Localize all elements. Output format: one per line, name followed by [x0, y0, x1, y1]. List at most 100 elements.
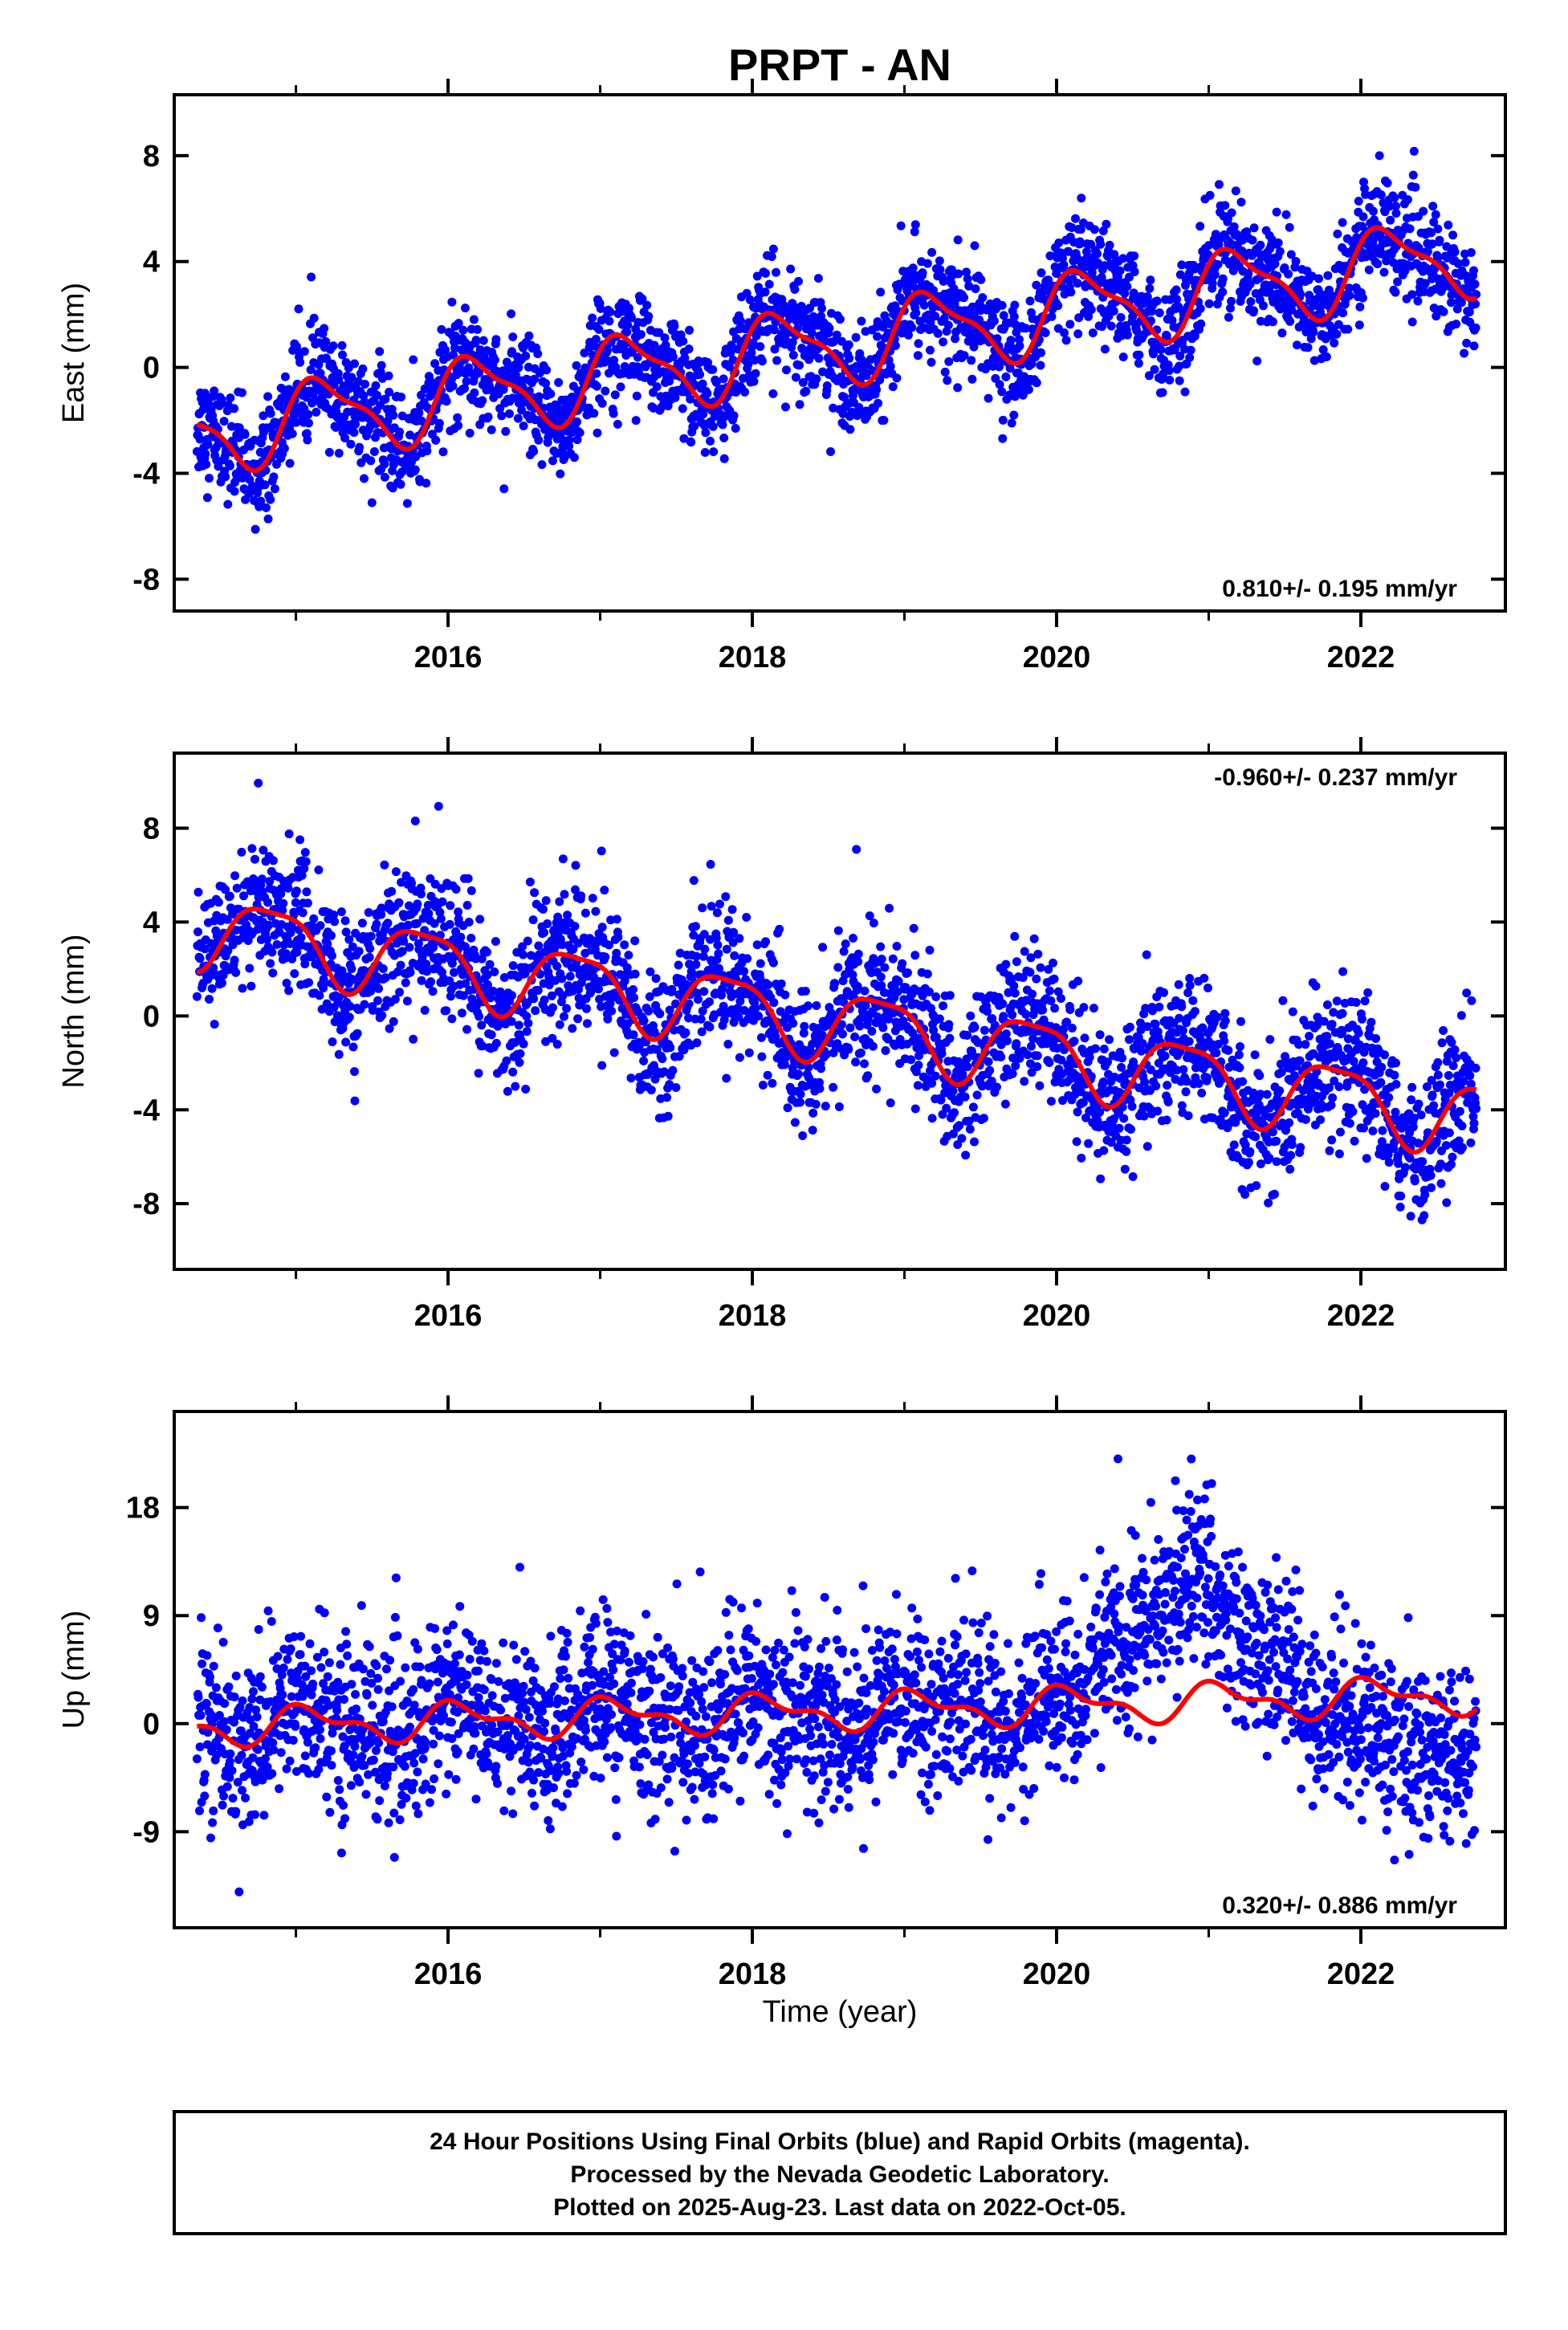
- east-panel-point: [499, 484, 509, 494]
- north-panel-point: [630, 936, 640, 946]
- east-panel-point: [1369, 206, 1378, 216]
- east-panel-point: [1268, 317, 1277, 327]
- east-panel-xtick-label: 2020: [1023, 641, 1091, 674]
- north-panel-point: [944, 1020, 954, 1029]
- east-panel-point: [1470, 279, 1480, 289]
- north-panel-point: [663, 1111, 673, 1121]
- east-panel-point: [247, 481, 257, 491]
- east-panel-point: [1248, 235, 1257, 245]
- east-panel-point: [219, 417, 229, 426]
- east-panel-point: [1037, 268, 1046, 278]
- east-panel-point: [1009, 410, 1019, 420]
- east-panel-point: [1236, 198, 1246, 207]
- east-panel-point: [409, 355, 418, 365]
- east-panel-point: [1122, 282, 1132, 291]
- east-panel-point: [422, 479, 431, 488]
- east-panel-point: [299, 347, 309, 356]
- north-panel-point: [630, 969, 640, 979]
- north-panel-point: [576, 891, 586, 901]
- east-panel-point: [685, 325, 694, 335]
- north-panel-point: [1159, 988, 1168, 997]
- east-panel-point: [511, 370, 520, 380]
- east-panel-point: [1343, 324, 1353, 334]
- north-panel-point: [600, 886, 609, 895]
- north-panel-point: [1001, 959, 1011, 969]
- north-panel-point: [844, 1045, 853, 1054]
- north-panel-point: [961, 1151, 971, 1160]
- east-panel-point: [458, 325, 468, 335]
- north-panel-point: [1153, 1106, 1163, 1116]
- east-panel-point: [1338, 218, 1347, 227]
- east-panel-point: [963, 274, 972, 283]
- north-panel-point: [508, 1067, 518, 1077]
- east-panel-point: [910, 227, 919, 237]
- east-panel-point: [1061, 336, 1071, 345]
- north-panel-point: [851, 1057, 861, 1067]
- north-panel-point: [914, 1061, 923, 1070]
- north-panel-point: [783, 1103, 792, 1113]
- east-panel-point: [396, 479, 405, 489]
- north-panel-point: [560, 1012, 568, 1021]
- east-panel-point: [781, 402, 790, 412]
- north-panel-point: [1033, 949, 1043, 959]
- east-panel-point: [904, 330, 913, 340]
- north-panel-point: [1163, 1098, 1173, 1106]
- north-panel-point: [474, 1012, 484, 1021]
- north-panel-point: [613, 932, 623, 942]
- north-panel-point: [723, 1040, 733, 1049]
- east-panel-point: [430, 359, 440, 369]
- north-panel-point: [927, 1114, 937, 1123]
- east-panel-point: [618, 369, 628, 378]
- north-panel-point: [341, 1037, 351, 1047]
- east-panel-point: [487, 425, 496, 434]
- east-panel-point: [761, 269, 771, 278]
- east-panel-point: [700, 448, 710, 457]
- north-panel-point: [877, 955, 886, 963]
- east-panel-point: [1373, 259, 1383, 269]
- north-panel-point: [1010, 988, 1020, 998]
- north-panel-point: [1011, 1061, 1020, 1070]
- east-panel-point: [857, 316, 866, 326]
- east-panel-point: [366, 456, 376, 466]
- east-panel-point: [1001, 372, 1011, 381]
- north-panel-point: [1050, 1004, 1060, 1013]
- east-panel-point: [1006, 336, 1016, 345]
- north-panel-point: [214, 898, 223, 907]
- north-panel-point: [195, 954, 205, 963]
- north-panel-point: [945, 991, 955, 1000]
- north-panel-point: [597, 1061, 607, 1070]
- east-panel-point: [519, 422, 528, 430]
- north-panel-point: [796, 1090, 805, 1099]
- east-panel-point: [422, 446, 432, 456]
- east-panel-point: [695, 370, 705, 379]
- east-panel-point: [360, 474, 369, 483]
- east-panel-point: [414, 408, 424, 418]
- north-panel-point: [354, 947, 364, 956]
- east-panel-point: [735, 316, 745, 326]
- north-panel-point: [1073, 976, 1083, 986]
- north-panel-point: [298, 908, 307, 918]
- north-panel-point: [744, 1048, 754, 1057]
- north-panel-point: [821, 1102, 830, 1111]
- north-panel-point: [528, 915, 538, 925]
- east-panel-point: [959, 351, 969, 360]
- north-panel-point: [829, 1082, 838, 1092]
- east-panel-point: [377, 360, 386, 370]
- east-panel-xtick-label: 2016: [414, 641, 483, 674]
- north-panel-point: [853, 949, 863, 959]
- east-panel-point: [684, 344, 694, 354]
- east-panel-point: [1150, 365, 1159, 374]
- north-panel-point: [540, 928, 549, 937]
- north-panel-point: [1020, 1077, 1029, 1086]
- north-panel-point: [868, 1041, 878, 1051]
- east-panel-point: [1098, 226, 1108, 236]
- east-panel-point: [529, 446, 539, 456]
- east-panel-point: [1032, 378, 1041, 388]
- north-panel-point: [522, 1027, 531, 1037]
- east-panel-point: [453, 413, 462, 422]
- east-panel-point: [1175, 376, 1184, 385]
- east-panel-point: [338, 350, 347, 360]
- east-panel-point: [266, 495, 275, 504]
- east-panel-point: [768, 244, 778, 254]
- north-panel-point: [1079, 1003, 1089, 1012]
